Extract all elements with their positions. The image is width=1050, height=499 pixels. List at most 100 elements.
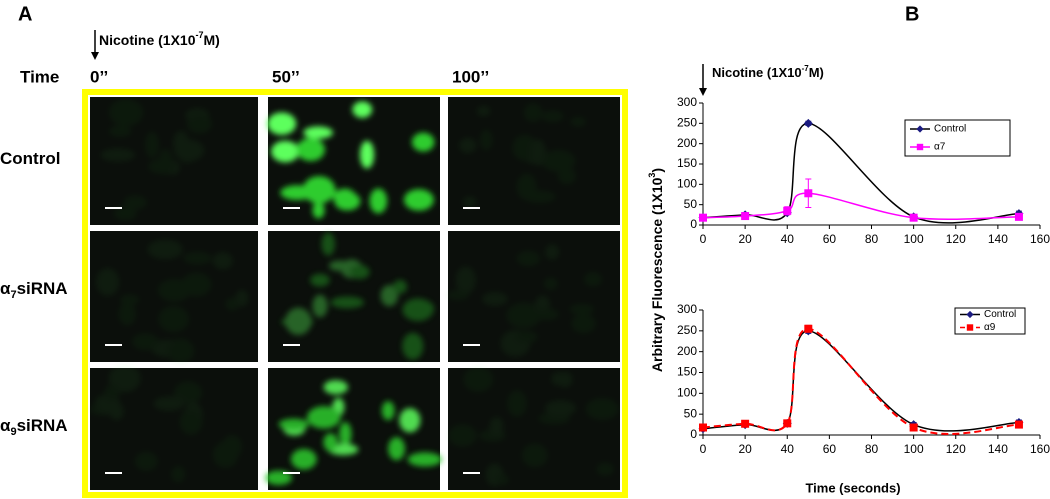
cell — [570, 116, 587, 127]
cell — [321, 232, 335, 256]
cell — [388, 437, 405, 461]
x-tick-label: 120 — [946, 442, 966, 456]
legend-label: α7 — [934, 142, 946, 153]
time-label: Time — [20, 67, 59, 86]
column-label: 100’’ — [452, 67, 489, 86]
cell — [280, 185, 314, 201]
legend-box — [954, 307, 1026, 335]
cell — [516, 250, 541, 267]
y-tick-label: 250 — [677, 323, 697, 337]
cell — [306, 406, 341, 429]
series-line — [702, 192, 1019, 221]
cell — [104, 384, 120, 401]
y-tick-label: 100 — [677, 386, 697, 400]
marker — [783, 206, 792, 215]
column-label: 0’’ — [90, 67, 108, 86]
cell — [113, 206, 137, 221]
x-tick-label: 80 — [865, 442, 879, 456]
row-label: α7siRNA — [0, 279, 68, 300]
marker — [1014, 212, 1023, 221]
cells — [267, 101, 435, 219]
y-tick-label: 50 — [684, 197, 698, 211]
y-tick-label: 100 — [677, 177, 697, 191]
x-tick-label: 20 — [738, 442, 752, 456]
arrow-head — [91, 52, 99, 60]
cell — [157, 278, 191, 302]
cell — [414, 300, 435, 317]
cell — [330, 296, 365, 309]
cell — [173, 381, 203, 404]
y-tick-label: 300 — [677, 95, 697, 109]
line-chart: 0 50 100 150 200 250 300 0 20 40 60 80 100 120 140 160 C… — [677, 95, 1050, 246]
cell — [515, 331, 538, 343]
cell — [352, 101, 373, 118]
cell — [145, 131, 160, 159]
cell — [402, 332, 424, 360]
x-tick-label: 20 — [738, 232, 752, 246]
cell — [118, 302, 137, 326]
cells — [100, 98, 213, 221]
cell — [108, 125, 132, 137]
series-line — [702, 327, 1019, 435]
cell — [458, 137, 477, 154]
x-tick-label: 140 — [988, 232, 1008, 246]
cell — [455, 266, 476, 294]
cell — [399, 408, 421, 433]
cells — [458, 103, 587, 208]
cell — [312, 294, 328, 318]
cell — [571, 313, 596, 334]
cell — [312, 202, 325, 219]
x-tick-label: 140 — [988, 442, 1008, 456]
cell — [225, 297, 240, 311]
cell — [479, 129, 493, 151]
cell — [278, 418, 309, 430]
cell — [545, 244, 560, 260]
cell — [323, 380, 349, 395]
marker — [804, 324, 813, 333]
cell — [349, 264, 370, 280]
cell — [535, 308, 560, 321]
x-tick-label: 0 — [700, 232, 707, 246]
marker — [699, 213, 707, 222]
x-tick-label: 40 — [781, 442, 795, 456]
cell — [381, 401, 395, 421]
legend-label: Control — [984, 309, 1016, 320]
cell — [108, 98, 144, 127]
micrograph — [448, 231, 620, 362]
cell — [296, 137, 325, 162]
y-tick-label: 150 — [677, 365, 697, 379]
cell — [557, 371, 573, 388]
cell — [334, 191, 361, 211]
cell — [179, 409, 203, 435]
legend-label: Control — [934, 124, 966, 135]
cell — [543, 277, 558, 290]
micrographs — [89, 97, 620, 490]
cell — [174, 139, 205, 162]
cell — [147, 158, 177, 174]
legend-label: α9 — [984, 322, 996, 333]
cell — [584, 272, 602, 287]
marker — [803, 118, 813, 128]
y-tick-label: 50 — [684, 406, 698, 420]
cell — [507, 390, 527, 417]
cell — [147, 239, 183, 260]
cells — [446, 244, 602, 357]
x-tick-label: 100 — [904, 442, 924, 456]
cell — [310, 273, 330, 287]
x-tick-label: 60 — [823, 442, 837, 456]
cell — [447, 424, 477, 447]
marker — [699, 423, 707, 432]
cell — [542, 110, 564, 123]
series-line — [702, 330, 1019, 432]
y-tick-label: 0 — [690, 427, 697, 441]
cell — [359, 140, 375, 169]
marker — [909, 213, 918, 222]
cell — [153, 396, 185, 411]
x-tick-label: 0 — [700, 442, 707, 456]
cell — [290, 448, 317, 470]
cell — [569, 303, 595, 315]
cell — [265, 470, 293, 486]
cell — [523, 103, 543, 123]
cells — [447, 366, 619, 487]
